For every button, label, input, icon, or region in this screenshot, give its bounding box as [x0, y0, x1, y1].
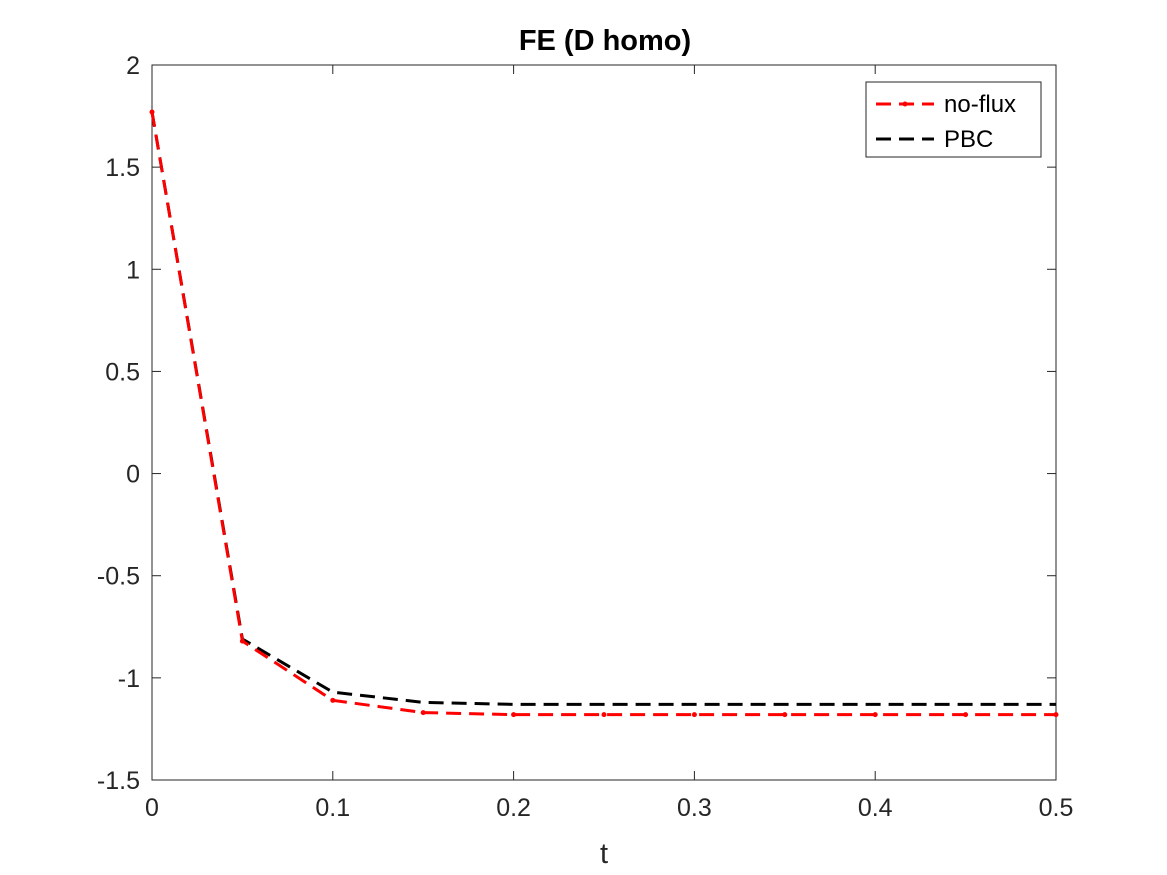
y-tick-label: -1.5	[97, 767, 140, 795]
data-point-no-flux	[511, 712, 517, 718]
plot-area	[151, 64, 1057, 781]
legend-entries: no-flux PBC	[876, 91, 1016, 153]
legend-marker-no-flux	[902, 101, 908, 107]
legend-label-no-flux: no-flux	[944, 91, 1016, 118]
x-tick-label: 0.3	[677, 794, 712, 822]
data-point-no-flux	[149, 109, 155, 115]
data-point-no-flux	[963, 712, 969, 718]
series-lines	[149, 109, 1059, 718]
series-line-pbc	[150, 111, 1056, 706]
data-point-no-flux	[601, 712, 607, 718]
y-tick-label: 2	[126, 52, 140, 80]
data-point-no-flux	[420, 710, 426, 716]
y-tick-labels: -1.5 -1 -0.5 0 0.5 1 1.5 2	[97, 52, 140, 795]
data-point-no-flux	[1053, 712, 1059, 718]
x-tick-label: 0.4	[858, 794, 893, 822]
data-point-no-flux	[239, 638, 245, 644]
y-tick-label: 0.5	[105, 358, 140, 386]
x-axis-label: t	[600, 838, 608, 870]
y-tick-label: -0.5	[97, 563, 140, 591]
data-point-no-flux	[691, 712, 697, 718]
axis-ticks	[151, 64, 1057, 781]
data-point-no-flux	[782, 712, 788, 718]
y-tick-label: -1	[118, 665, 140, 693]
x-tick-label: 0.2	[496, 794, 531, 822]
x-tick-label: 0.5	[1039, 794, 1074, 822]
y-tick-label: 1	[126, 256, 140, 284]
y-tick-label: 1.5	[105, 154, 140, 182]
legend-label-pbc: PBC	[944, 126, 993, 153]
y-tick-label: 0	[126, 461, 140, 489]
data-point-no-flux	[330, 697, 336, 703]
legend-box	[865, 81, 1042, 158]
data-point-no-flux	[872, 712, 878, 718]
x-tick-label: 0	[145, 794, 159, 822]
series-line-no-flux	[150, 111, 1056, 717]
x-tick-label: 0.1	[315, 794, 350, 822]
x-tick-labels: 0 0.1 0.2 0.3 0.4 0.5	[145, 794, 1073, 822]
chart-title: FE (D homo)	[519, 25, 691, 57]
legend: no-flux PBC	[865, 81, 1042, 158]
